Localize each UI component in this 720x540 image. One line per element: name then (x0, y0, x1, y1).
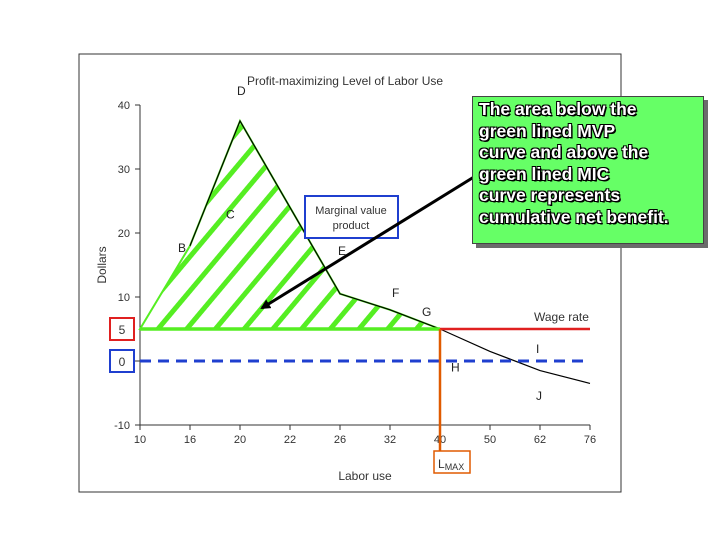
plot-area: -1001020304010162022263240506276LMAX50BC… (109, 84, 596, 474)
note-line: curve and above the (479, 142, 649, 162)
note-line: green lined MIC (479, 163, 610, 184)
y-tick-label: -10 (114, 420, 130, 432)
note-line: cumulative net benefit. (479, 206, 669, 227)
y-tick-label: 40 (118, 100, 130, 112)
x-tick-label: 16 (184, 434, 196, 446)
note-line: curve represents (479, 185, 621, 205)
mvp-label-line: Marginal value (315, 205, 387, 217)
mvp-label-line: product (333, 220, 370, 232)
x-tick-label: 26 (334, 434, 346, 446)
note-line: The area below the (479, 99, 637, 119)
point-label-b: B (178, 241, 186, 255)
x-tick-label: 10 (134, 434, 146, 446)
point-label-h: H (451, 361, 460, 375)
boxed-y-label: 5 (119, 323, 126, 337)
lmax-box (433, 450, 471, 474)
x-tick-label: 32 (384, 434, 396, 446)
point-label-c: C (226, 208, 235, 222)
y-tick-label: 30 (118, 164, 130, 176)
note-callout: The area below the green lined MVP curve… (472, 96, 704, 244)
point-label-d: D (237, 84, 246, 98)
point-label-f: F (392, 286, 399, 300)
lmax-label: LMAX (438, 457, 464, 472)
mvp-curve (189, 119, 591, 384)
x-axis-label: Labor use (338, 469, 392, 483)
note-line: green lined MVP (479, 120, 616, 141)
y-tick-label: 10 (118, 292, 130, 304)
point-label-e: E (338, 244, 346, 258)
boxed-y-label: 0 (119, 355, 126, 369)
point-label-i: I (536, 342, 539, 356)
y-tick-label: 20 (118, 228, 130, 240)
x-tick-label: 76 (584, 434, 596, 446)
x-tick-label: 62 (534, 434, 546, 446)
boxed-y-label-frame (109, 349, 135, 373)
point-label-g: G (422, 305, 431, 319)
mvp-label-box (304, 195, 399, 239)
x-tick-label: 22 (284, 434, 296, 446)
boxed-y-label-frame (109, 317, 135, 341)
x-tick-label: 50 (484, 434, 496, 446)
chart-title: Profit-maximizing Level of Labor Use (247, 74, 443, 88)
point-label-j: J (536, 389, 542, 403)
note-arrow (260, 170, 483, 310)
y-axis-label: Dollars (95, 246, 109, 283)
wage-rate-label: Wage rate (534, 310, 589, 324)
x-tick-label: 20 (234, 434, 246, 446)
